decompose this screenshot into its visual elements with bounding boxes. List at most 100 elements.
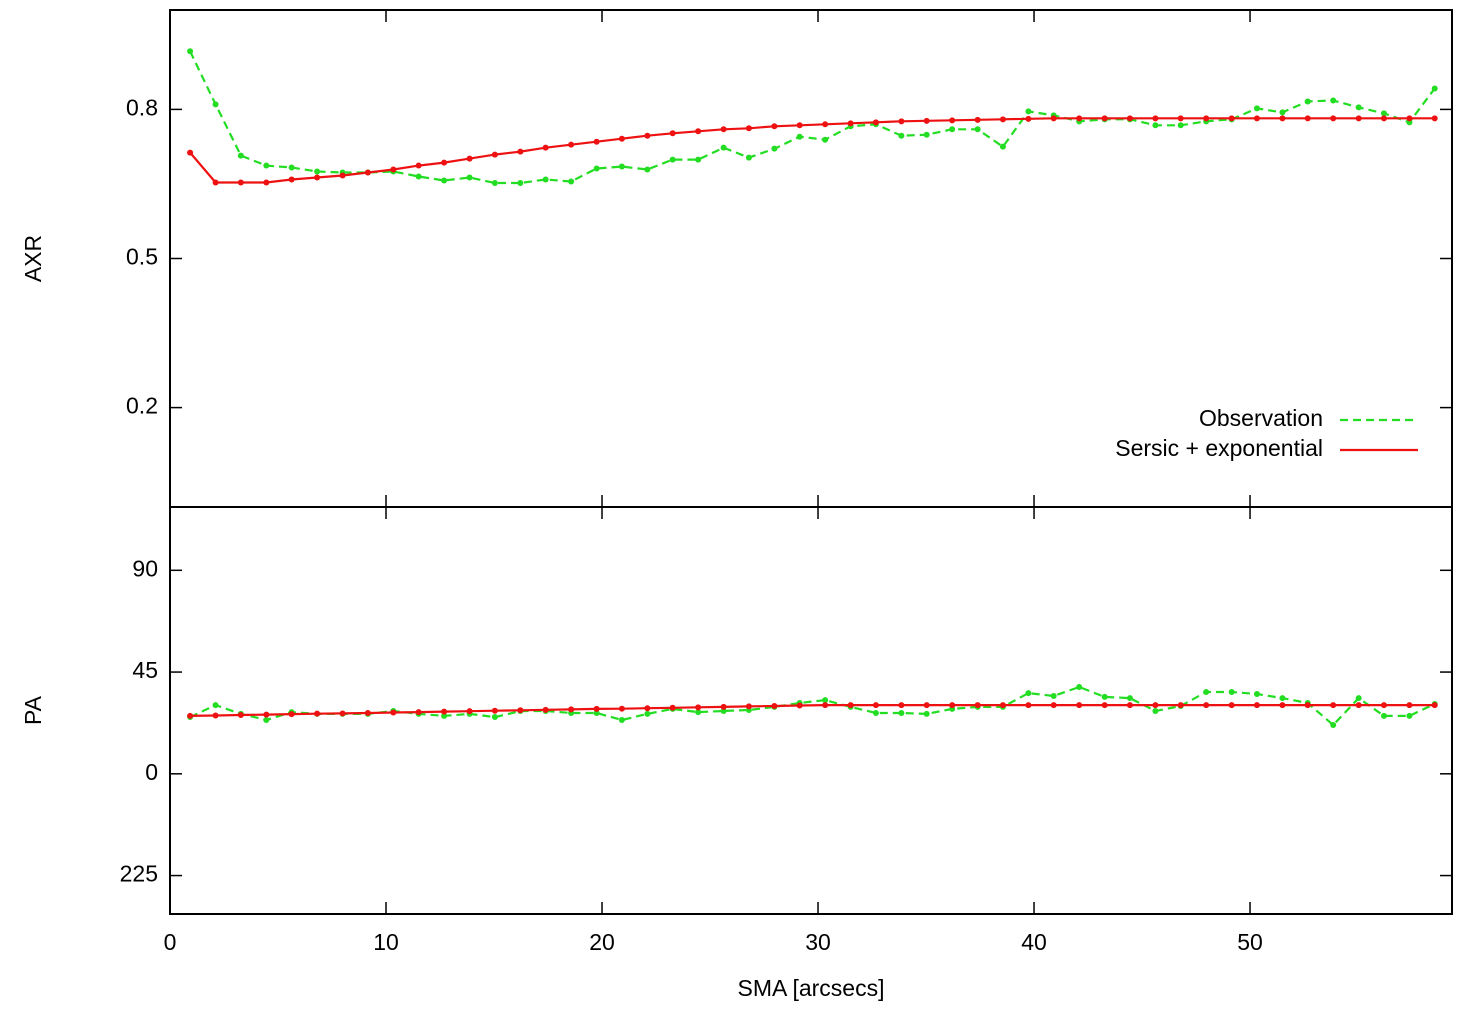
- data-point: [517, 707, 524, 714]
- data-point: [1279, 695, 1286, 702]
- data-point: [466, 174, 473, 181]
- data-point: [263, 162, 270, 169]
- data-point: [999, 143, 1006, 150]
- data-point: [1228, 115, 1235, 122]
- x-tick-label: 0: [164, 929, 177, 955]
- data-point: [1380, 702, 1387, 709]
- data-point: [542, 706, 549, 713]
- data-point: [898, 132, 905, 139]
- y-tick-label: 0.5: [126, 244, 158, 270]
- data-point: [822, 136, 829, 143]
- y-axis-label: AXR: [20, 235, 46, 282]
- data-point: [415, 162, 422, 169]
- data-point: [1431, 85, 1438, 92]
- data-point: [923, 702, 930, 709]
- data-point: [1076, 702, 1083, 709]
- data-point: [517, 179, 524, 186]
- data-point: [1025, 690, 1032, 697]
- data-point: [1279, 109, 1286, 116]
- data-point: [695, 709, 702, 716]
- data-point: [1025, 702, 1032, 709]
- data-point: [364, 169, 371, 176]
- data-point: [999, 702, 1006, 709]
- data-point: [314, 174, 321, 181]
- data-point: [212, 712, 219, 719]
- data-point: [187, 149, 194, 156]
- data-point: [187, 48, 194, 55]
- data-point: [568, 706, 575, 713]
- data-point: [187, 712, 194, 719]
- data-point: [568, 178, 575, 185]
- data-point: [1076, 683, 1083, 690]
- data-point: [593, 165, 600, 172]
- x-tick-label: 10: [373, 929, 399, 955]
- data-point: [441, 708, 448, 715]
- data-point: [796, 133, 803, 140]
- plot-frame: [169, 506, 1453, 915]
- data-point: [339, 172, 346, 179]
- data-point: [822, 697, 829, 704]
- data-point: [1279, 115, 1286, 122]
- data-point: [1330, 115, 1337, 122]
- data-point: [288, 176, 295, 183]
- data-point: [618, 135, 625, 142]
- data-point: [1050, 693, 1057, 700]
- data-point: [1177, 702, 1184, 709]
- data-point: [1304, 115, 1311, 122]
- data-point: [212, 101, 219, 108]
- data-point: [618, 716, 625, 723]
- data-point: [695, 704, 702, 711]
- data-point: [872, 709, 879, 716]
- data-point: [1431, 115, 1438, 122]
- data-point: [1355, 695, 1362, 702]
- y-tick-label: 90: [132, 555, 158, 581]
- data-point: [720, 126, 727, 133]
- data-point: [1380, 110, 1387, 117]
- series-line: [189, 117, 1435, 184]
- data-point: [847, 702, 854, 709]
- data-point: [1253, 115, 1260, 122]
- data-point: [771, 145, 778, 152]
- y-tick-label: 0.8: [126, 94, 158, 120]
- data-point: [872, 119, 879, 126]
- data-point: [1406, 712, 1413, 719]
- data-point: [695, 156, 702, 163]
- y-tick-label: 0.2: [126, 393, 158, 419]
- x-tick-label: 50: [1237, 929, 1263, 955]
- data-point: [1025, 108, 1032, 115]
- data-point: [1431, 702, 1438, 709]
- data-point: [898, 702, 905, 709]
- data-point: [491, 179, 498, 186]
- data-point: [1279, 702, 1286, 709]
- data-point: [212, 702, 219, 709]
- data-point: [415, 173, 422, 180]
- data-point: [1101, 702, 1108, 709]
- data-point: [822, 121, 829, 128]
- y-tick-label: 0: [145, 759, 158, 785]
- data-point: [644, 705, 651, 712]
- data-point: [618, 705, 625, 712]
- data-point: [517, 148, 524, 155]
- data-point: [618, 163, 625, 170]
- data-point: [441, 159, 448, 166]
- data-point: [1152, 122, 1159, 129]
- data-point: [364, 709, 371, 716]
- data-point: [1203, 688, 1210, 695]
- data-point: [1380, 115, 1387, 122]
- data-point: [1152, 707, 1159, 714]
- data-point: [314, 168, 321, 175]
- data-point: [1126, 115, 1133, 122]
- data-point: [466, 155, 473, 162]
- data-point: [923, 710, 930, 717]
- data-point: [1253, 702, 1260, 709]
- data-point: [720, 144, 727, 151]
- data-point: [669, 130, 676, 137]
- data-point: [314, 710, 321, 717]
- data-point: [1025, 115, 1032, 122]
- data-point: [644, 166, 651, 173]
- data-point: [644, 710, 651, 717]
- data-point: [771, 702, 778, 709]
- data-point: [1304, 98, 1311, 105]
- data-point: [593, 138, 600, 145]
- data-point: [1380, 712, 1387, 719]
